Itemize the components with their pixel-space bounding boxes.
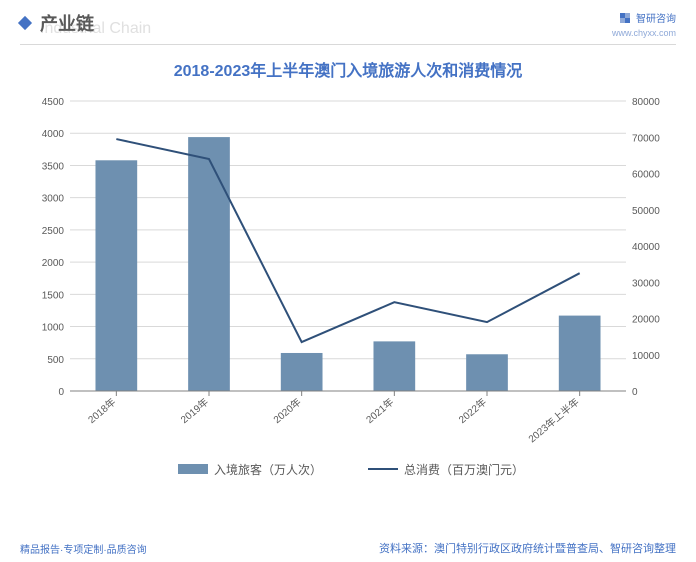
svg-text:2500: 2500: [42, 226, 65, 237]
svg-text:20000: 20000: [632, 315, 660, 326]
chart-bar: [281, 353, 323, 391]
footer-tagline: 精品报告·专项定制·品质咨询: [20, 541, 147, 556]
header-divider: [20, 44, 676, 45]
brand-name: 智研咨询: [636, 10, 676, 25]
svg-text:50000: 50000: [632, 206, 660, 217]
footer-source: 资料来源：澳门特别行政区政府统计暨普查局、智研咨询整理: [379, 540, 676, 556]
svg-text:4500: 4500: [42, 97, 65, 108]
header-bar: 产业链 Industrial Chain 智研咨询 www.chyxx.com: [0, 0, 696, 40]
cube-icon: [618, 11, 632, 25]
svg-text:500: 500: [47, 355, 64, 366]
chart-bar: [466, 354, 508, 391]
svg-text:1500: 1500: [42, 290, 65, 301]
x-tick-label: 2022年: [456, 395, 489, 426]
svg-text:10000: 10000: [632, 351, 660, 362]
chart-container: 0 500 1000 1500 2000 2500 3000 3500 4000 4500 0 100…: [20, 91, 676, 511]
chart-title: 2018-2023年上半年澳门入境旅游人次和消费情况: [0, 57, 696, 81]
footer: 精品报告·专项定制·品质咨询 资料来源：澳门特别行政区政府统计暨普查局、智研咨询…: [0, 540, 696, 562]
svg-text:4000: 4000: [42, 129, 65, 140]
x-tick-label: 2023年上半年: [526, 395, 582, 445]
svg-text:60000: 60000: [632, 170, 660, 181]
x-tick-label: 2020年: [271, 395, 304, 426]
legend-bar-label: 入境旅客（万人次）: [214, 462, 322, 477]
svg-text:30000: 30000: [632, 278, 660, 289]
svg-text:3000: 3000: [42, 194, 65, 205]
svg-text:80000: 80000: [632, 97, 660, 108]
section-title: 产业链: [40, 10, 94, 36]
brand-url: www.chyxx.com: [612, 28, 676, 38]
svg-text:0: 0: [632, 387, 638, 398]
svg-text:0: 0: [58, 387, 64, 398]
chart-bar: [95, 160, 137, 391]
chart-bar: [373, 341, 415, 391]
svg-text:2000: 2000: [42, 258, 65, 269]
chart-line: [116, 139, 579, 342]
svg-text:3500: 3500: [42, 161, 65, 172]
legend-bar-swatch: [178, 464, 208, 474]
diamond-icon: [18, 16, 32, 30]
chart-bar: [559, 316, 601, 391]
x-tick-label: 2018年: [85, 395, 118, 426]
svg-text:40000: 40000: [632, 242, 660, 253]
chart-bar: [188, 137, 230, 391]
x-tick-label: 2021年: [363, 395, 396, 426]
svg-text:1000: 1000: [42, 323, 65, 334]
chart-svg: 0 500 1000 1500 2000 2500 3000 3500 4000 4500 0 100…: [20, 91, 676, 511]
svg-text:70000: 70000: [632, 133, 660, 144]
legend-line-label: 总消费（百万澳门元）: [404, 462, 524, 477]
x-tick-label: 2019年: [178, 395, 211, 426]
brand-block: 智研咨询 www.chyxx.com: [612, 10, 676, 38]
brand-logo: 智研咨询: [618, 10, 676, 25]
